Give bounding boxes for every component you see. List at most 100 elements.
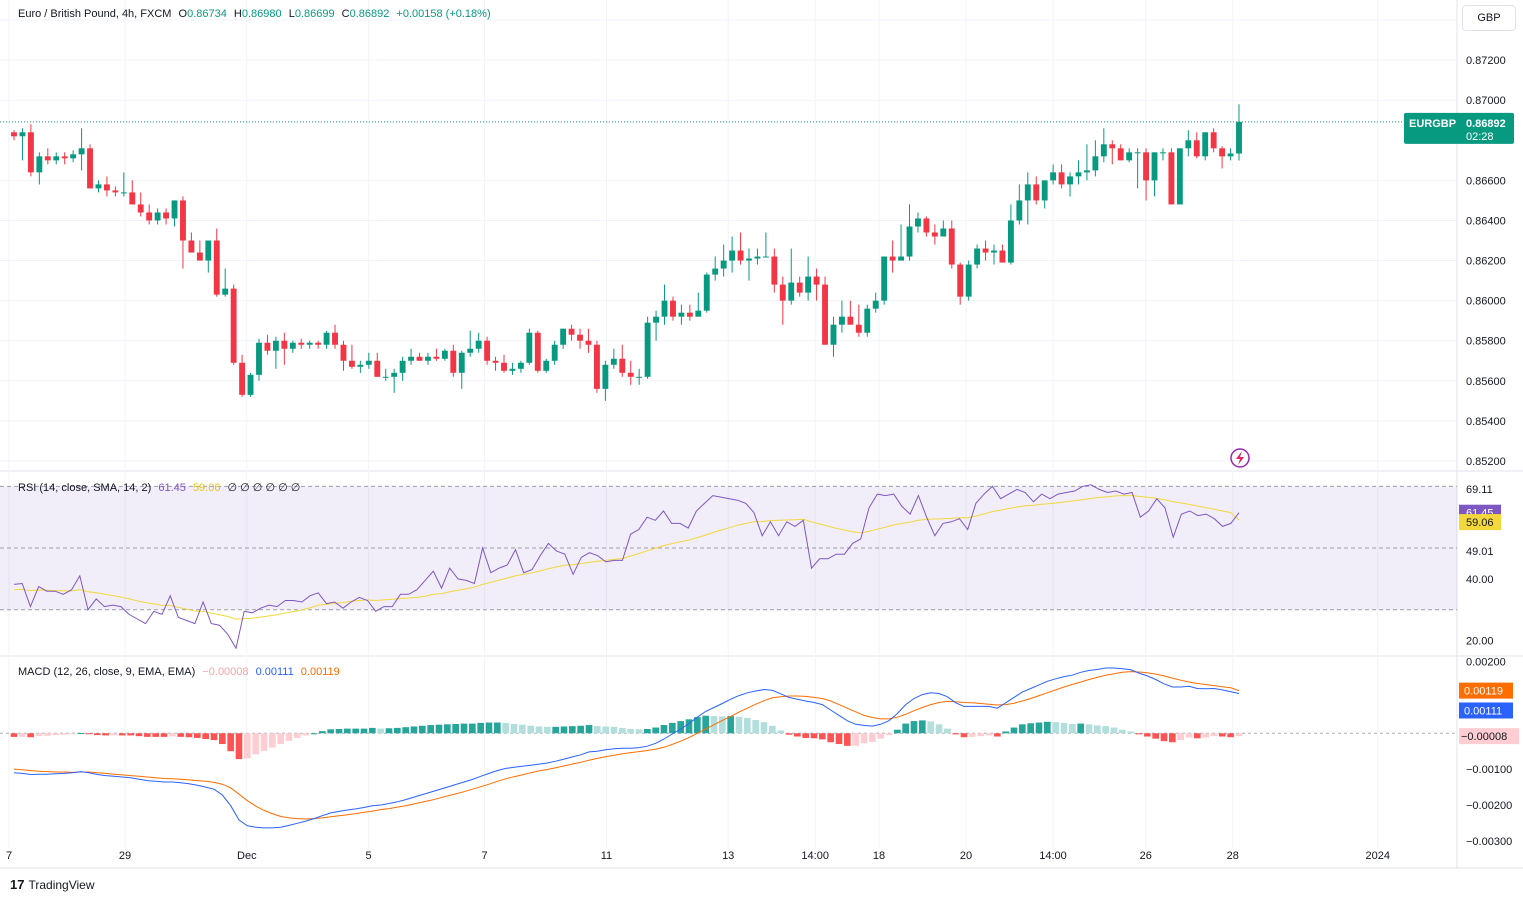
rsi-ma-value: 59.06 bbox=[192, 482, 221, 494]
macd-histogram-bar bbox=[685, 719, 693, 734]
candle-body bbox=[1083, 170, 1090, 173]
candle-body bbox=[53, 156, 60, 161]
macd-histogram-bar bbox=[1077, 723, 1084, 734]
candle-body bbox=[103, 184, 110, 191]
macd-histogram-bar bbox=[569, 726, 576, 734]
currency-button[interactable]: GBP bbox=[1462, 5, 1516, 31]
macd-histogram-bar bbox=[1085, 724, 1093, 734]
macd-histogram-bar bbox=[810, 733, 818, 739]
candle-body bbox=[19, 132, 26, 137]
macd-histogram-bar bbox=[985, 733, 993, 736]
macd-histogram-bar bbox=[894, 729, 901, 734]
macd-histogram-bar bbox=[1002, 731, 1009, 734]
macd-histogram-bar bbox=[535, 726, 543, 734]
time-tick-label: 14:00 bbox=[801, 850, 829, 862]
macd-histogram-bar bbox=[410, 726, 418, 734]
price-tick-label: 0.86200 bbox=[1466, 256, 1506, 268]
macd-histogram-bar bbox=[469, 723, 476, 734]
macd-histogram-bar bbox=[577, 725, 584, 734]
candle-body bbox=[467, 348, 474, 353]
brand-name[interactable]: TradingView bbox=[28, 877, 95, 892]
macd-histogram-bar bbox=[527, 725, 534, 734]
price-tag-symbol: EURGBP bbox=[1409, 118, 1456, 130]
candle-body bbox=[517, 362, 524, 369]
flash-icon bbox=[1230, 448, 1250, 468]
macd-title[interactable]: MACD (12, 26, close, 9, EMA, EMA) bbox=[18, 666, 196, 678]
candle-body bbox=[340, 344, 347, 361]
candle-body bbox=[931, 232, 938, 237]
time-tick-label: 29 bbox=[119, 850, 131, 862]
candle-body bbox=[1236, 121, 1242, 154]
time-tick-label: 7 bbox=[482, 850, 488, 862]
candle-body bbox=[644, 322, 651, 377]
candle-body bbox=[196, 252, 203, 261]
symbol-title[interactable]: Euro / British Pound, 4h, FXCM bbox=[18, 8, 172, 20]
time-tick-label: 20 bbox=[960, 850, 972, 862]
low-value: 0.86699 bbox=[294, 8, 335, 20]
price-tick-label: 0.85600 bbox=[1466, 376, 1506, 388]
macd-histogram-bar bbox=[977, 733, 984, 737]
candle-body bbox=[1219, 148, 1226, 157]
macd-histogram-bar bbox=[785, 733, 793, 735]
macd-histogram-bar bbox=[344, 728, 351, 734]
close-label: C bbox=[341, 8, 350, 20]
macd-histogram-bar bbox=[635, 729, 643, 734]
candle-body bbox=[619, 358, 626, 373]
candle-body bbox=[602, 364, 609, 389]
macd-histogram-bar bbox=[1194, 733, 1201, 739]
candle-body bbox=[27, 132, 34, 173]
time-tick-label: 18 bbox=[873, 850, 885, 862]
candle-body bbox=[425, 356, 431, 361]
macd-histogram-bar bbox=[202, 733, 209, 740]
macd-histogram-bar bbox=[844, 733, 851, 746]
candle-body bbox=[906, 226, 913, 257]
macd-histogram-bar bbox=[1169, 733, 1176, 743]
candle-body bbox=[703, 274, 710, 311]
macd-histogram-bar bbox=[944, 728, 951, 734]
macd-histogram-bar bbox=[1102, 726, 1109, 734]
candle-body bbox=[940, 228, 947, 237]
footer: 17 TradingView bbox=[10, 877, 95, 892]
time-tick-label: 26 bbox=[1140, 850, 1152, 862]
macd-tag: 0.00111 bbox=[1464, 705, 1502, 717]
candle-body bbox=[610, 358, 617, 365]
macd-value: 0.00111 bbox=[255, 666, 294, 678]
macd-histogram-bar bbox=[27, 733, 34, 738]
rsi-ma-tag: 59.06 bbox=[1466, 517, 1494, 529]
macd-histogram-bar bbox=[677, 721, 684, 734]
macd-histogram-bar bbox=[652, 727, 659, 734]
candle-body bbox=[585, 340, 592, 345]
candle-body bbox=[686, 312, 693, 317]
candle-body bbox=[146, 212, 153, 221]
macd-histogram-bar bbox=[419, 725, 426, 734]
candle-body bbox=[1007, 220, 1014, 263]
macd-histogram-bar bbox=[402, 727, 409, 734]
candle-body bbox=[982, 248, 989, 253]
macd-histogram-bar bbox=[377, 728, 384, 734]
macd-histogram-bar bbox=[85, 733, 93, 735]
macd-histogram-bar bbox=[60, 733, 68, 735]
macd-histogram-bar bbox=[1019, 724, 1026, 734]
candle-body bbox=[180, 200, 186, 241]
price-tick-label: 0.85400 bbox=[1466, 416, 1506, 428]
macd-histogram-bar bbox=[444, 724, 451, 734]
macd-histogram-bar bbox=[835, 733, 843, 745]
macd-histogram-bar bbox=[594, 726, 601, 734]
macd-histogram-bar bbox=[310, 733, 318, 735]
tradingview-logo-icon[interactable]: 17 bbox=[10, 877, 25, 892]
macd-histogram-bar bbox=[185, 733, 193, 738]
macd-histogram-bar bbox=[1044, 721, 1051, 734]
rsi-title[interactable]: RSI (14, close, SMA, 14, 2) bbox=[18, 482, 152, 494]
macd-histogram-bar bbox=[1035, 722, 1043, 734]
macd-histogram-bar bbox=[1144, 733, 1151, 737]
macd-histogram-bar bbox=[369, 727, 376, 734]
macd-histogram-bar bbox=[935, 724, 943, 734]
macd-histogram-bar bbox=[152, 733, 159, 737]
macd-signal-line bbox=[13, 671, 1240, 820]
macd-histogram-bar bbox=[777, 730, 784, 734]
macd-histogram-bar bbox=[852, 733, 859, 746]
macd-histogram-bar bbox=[602, 726, 609, 734]
signal-value: 0.00119 bbox=[300, 666, 340, 678]
candle-body bbox=[458, 352, 465, 373]
